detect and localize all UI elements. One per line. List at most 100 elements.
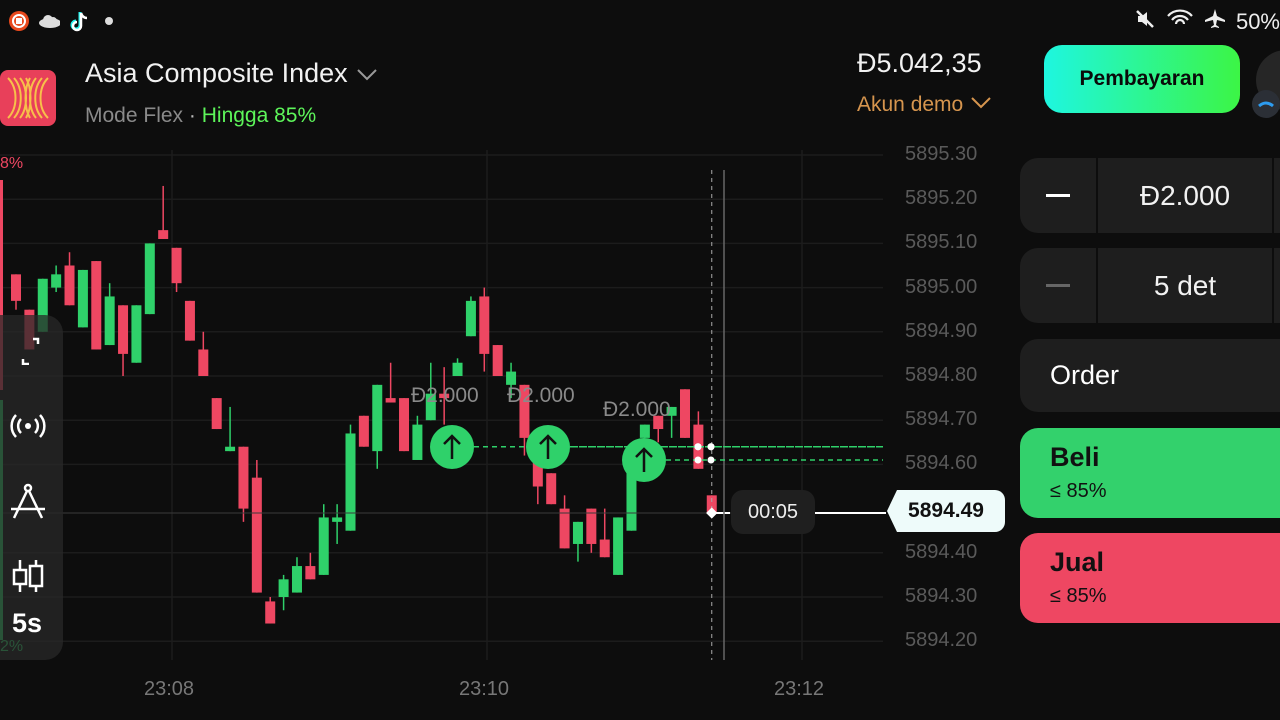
trade-level-dot	[707, 443, 715, 451]
separator: ·	[188, 104, 196, 127]
account-selector[interactable]: Akun demo	[857, 93, 993, 117]
candle	[572, 521, 583, 562]
candle	[653, 415, 664, 443]
candle	[198, 331, 209, 376]
arrow-up-icon	[635, 447, 653, 472]
trade-marker[interactable]	[526, 424, 570, 469]
candle-body	[225, 446, 236, 452]
candle	[51, 265, 62, 293]
current-price-dot	[706, 507, 718, 519]
amount-stepper[interactable]: Đ2.000	[1020, 158, 1280, 233]
chevron-down-icon	[355, 58, 379, 88]
candle-body	[479, 296, 490, 354]
candle-body	[412, 424, 423, 460]
y-tick-label: 5894.70	[905, 408, 978, 431]
buy-label: Beli	[1050, 442, 1100, 472]
buy-button[interactable]: Beli ≤ 85%	[1020, 428, 1280, 518]
mute-icon	[1134, 8, 1156, 36]
y-tick-label: 5894.90	[905, 319, 978, 342]
candle	[506, 362, 517, 399]
candle	[546, 473, 557, 505]
candle-body	[546, 473, 557, 505]
candle-body	[11, 274, 21, 301]
duration-input[interactable]: 5 det	[1098, 248, 1274, 323]
drawing-compass-icon[interactable]	[6, 482, 50, 522]
candle	[118, 305, 129, 376]
amount-input[interactable]: Đ2.000	[1098, 158, 1274, 233]
candle-body	[305, 566, 316, 580]
candle	[680, 389, 690, 438]
candle-body	[64, 265, 75, 306]
candle-body	[91, 261, 102, 350]
trade-marker[interactable]	[622, 437, 666, 482]
candle	[11, 274, 21, 310]
candle-body	[559, 508, 570, 549]
amount-decrease-button[interactable]	[1020, 158, 1098, 233]
candle-body	[385, 398, 396, 403]
duration-stepper[interactable]: 5 det	[1020, 248, 1280, 323]
sell-label: Jual	[1050, 547, 1105, 577]
candle-body	[465, 300, 476, 337]
y-tick-label: 5894.60	[905, 452, 978, 475]
candle	[265, 597, 276, 624]
candle-body	[506, 371, 517, 385]
candle-body	[184, 300, 195, 341]
sell-button[interactable]: Jual ≤ 85%	[1020, 533, 1280, 623]
asset-selector[interactable]: Asia Composite Index	[85, 58, 379, 89]
candle-body	[144, 243, 155, 315]
candle-body	[492, 345, 503, 376]
candle	[559, 495, 570, 549]
candle	[666, 406, 677, 438]
y-tick-label: 5895.10	[905, 231, 978, 254]
sentiment-top: 8%	[0, 155, 24, 172]
candle-body	[706, 495, 717, 514]
candle	[452, 358, 463, 376]
timeframe-button[interactable]: 5s	[12, 608, 43, 638]
candle-body	[572, 521, 583, 544]
candle	[332, 504, 343, 544]
price-chart[interactable]	[0, 140, 1010, 680]
payment-button[interactable]: Pembayaran	[1044, 45, 1240, 113]
candle-body	[345, 433, 356, 531]
candle	[238, 446, 249, 522]
candle	[158, 185, 169, 239]
countdown-timer: 00:05	[731, 490, 815, 534]
candle	[225, 406, 236, 452]
trade-level-dot	[694, 456, 702, 464]
candle-body	[653, 415, 664, 430]
candle-body	[439, 393, 450, 399]
candle-body	[318, 517, 329, 575]
account-balance: Đ5.042,35	[857, 48, 982, 78]
candle-body	[519, 384, 530, 438]
x-tick-label: 23:10	[459, 678, 510, 700]
candle-body	[332, 517, 343, 522]
candle-body	[425, 393, 436, 421]
candle-body	[613, 517, 624, 575]
candle	[184, 300, 195, 341]
candle	[372, 384, 383, 469]
candle-body	[104, 296, 115, 346]
y-tick-label: 5895.30	[905, 143, 978, 165]
account-type: Akun demo	[857, 93, 964, 116]
candle	[318, 504, 329, 575]
duration-decrease-button[interactable]	[1020, 248, 1098, 323]
candlestick-icon[interactable]	[6, 556, 50, 596]
candle	[613, 517, 624, 575]
fullscreen-icon[interactable]	[6, 330, 50, 370]
candle	[358, 415, 369, 447]
status-bar-right: 50%	[1134, 8, 1280, 36]
candle	[479, 287, 490, 372]
asset-name: Asia Composite Index	[85, 58, 348, 88]
order-button[interactable]: Order	[1020, 339, 1280, 412]
signal-icon[interactable]	[6, 406, 50, 446]
candle	[77, 269, 88, 328]
asset-logo[interactable]	[0, 70, 56, 126]
candle-body	[211, 398, 222, 430]
y-tick-label: 5894.20	[905, 629, 978, 652]
candle-body	[238, 446, 249, 509]
trade-marker[interactable]	[430, 424, 474, 469]
payout-label: Hingga 85%	[201, 104, 317, 127]
candle	[291, 557, 302, 593]
candle	[385, 362, 396, 403]
candle	[211, 398, 222, 430]
